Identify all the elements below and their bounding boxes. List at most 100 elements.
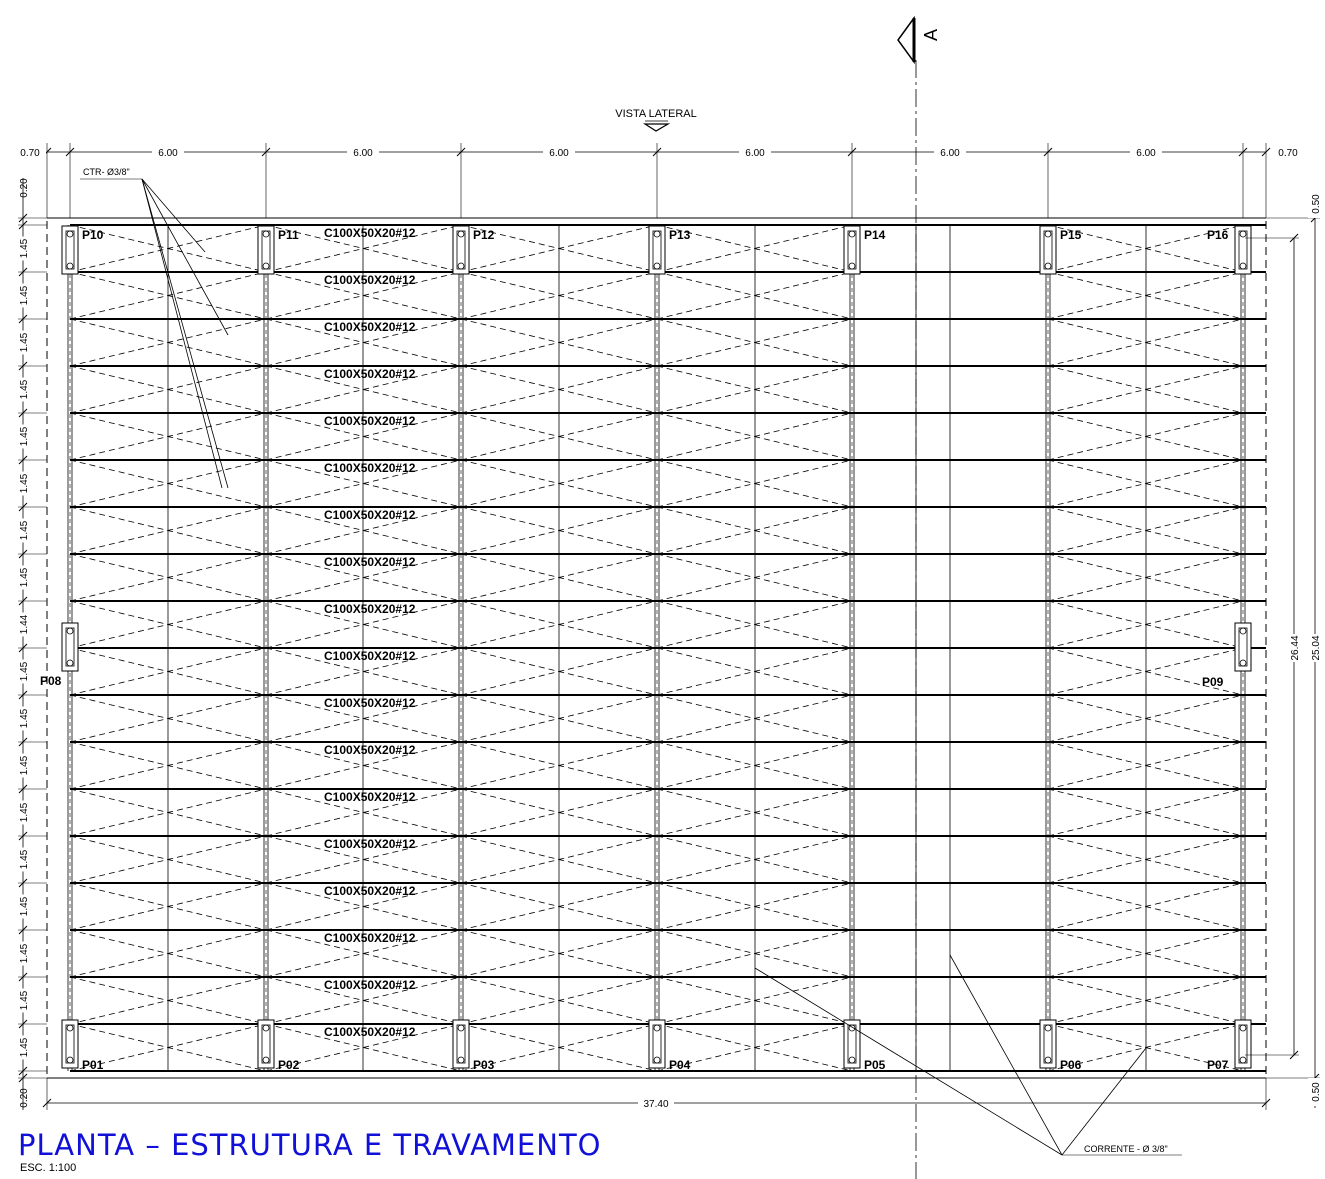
dimension-mask xyxy=(1308,1078,1320,1106)
plan-outline xyxy=(46,217,1267,1079)
brace-line xyxy=(1047,506,1244,555)
dimension-tick xyxy=(1289,1050,1299,1060)
brace-line xyxy=(656,271,853,320)
purlin-label: C100X50X20#12 xyxy=(324,273,416,287)
brace-line xyxy=(1047,647,1244,696)
pillar-bolt xyxy=(457,230,465,238)
leader-line xyxy=(141,178,223,489)
pillar-bolt xyxy=(457,1056,465,1064)
left-dimension-text: 1.45 xyxy=(19,708,30,728)
pillar-bolt xyxy=(1044,1056,1052,1064)
pillar-body xyxy=(452,225,470,275)
purlin-label: C100X50X20#12 xyxy=(324,367,416,381)
left-dimension-text: 1.45 xyxy=(19,990,30,1010)
brace-line xyxy=(656,459,853,508)
bottom-dimension-text: 37.40 xyxy=(643,1099,668,1110)
brace-line xyxy=(265,600,462,649)
right-dimension-text: 0.50 xyxy=(1311,1082,1322,1102)
dimension-mask xyxy=(17,471,29,496)
brace-line xyxy=(1047,1023,1244,1072)
dimension-tick xyxy=(18,549,28,559)
dimension-mask xyxy=(1308,634,1320,662)
purlin-label: C100X50X20#12 xyxy=(324,1025,416,1039)
dimension-mask xyxy=(1287,634,1299,662)
purlin-label: C100X50X20#12 xyxy=(324,837,416,851)
pillar-bolt xyxy=(1239,1056,1247,1064)
dimension-mask xyxy=(17,565,29,590)
pillar-bolt xyxy=(457,1024,465,1032)
purlin-label: C100X50X20#12 xyxy=(324,743,416,757)
pillar-label-top: P12 xyxy=(473,228,495,242)
brace-line xyxy=(1047,412,1244,461)
leader-line xyxy=(754,967,1063,1156)
brace-line xyxy=(265,976,462,1025)
left-dimension-text: 1.45 xyxy=(19,849,30,869)
brace-line xyxy=(265,835,462,884)
dimension-tick xyxy=(18,784,28,794)
brace-line xyxy=(1047,318,1244,367)
left-dimension-text: 1.45 xyxy=(19,285,30,305)
dimension-mask xyxy=(17,988,29,1013)
dimension-mask xyxy=(17,800,29,825)
view-label: VISTA LATERAL xyxy=(615,108,697,120)
labels: P10 P11 P12 P13 P14 P15 P16 P01 P02 P03 P04 P05 P06 P… xyxy=(40,108,1229,1072)
dimension-mask xyxy=(1272,145,1304,157)
pillar-body xyxy=(257,1019,275,1069)
brace-line xyxy=(265,506,462,555)
brace-line xyxy=(656,835,853,884)
purlin-label: C100X50X20#12 xyxy=(324,226,416,240)
pillar-label-top: P11 xyxy=(278,228,299,242)
dimension-mask xyxy=(739,145,771,157)
brace-line xyxy=(656,929,853,978)
pillars xyxy=(61,225,1252,1069)
dimension-mask xyxy=(638,1096,674,1108)
pillar-bolt xyxy=(262,1024,270,1032)
pillar-bolt xyxy=(1239,230,1247,238)
dimension-mask xyxy=(17,283,29,308)
brace-line xyxy=(656,318,853,367)
brace-line xyxy=(265,882,462,931)
brace-line xyxy=(1047,835,1244,884)
dimension-tick xyxy=(18,737,28,747)
dimension-tick xyxy=(1261,147,1271,157)
left-dimension-text: 1.45 xyxy=(19,473,30,493)
pillar-bolt xyxy=(66,1024,74,1032)
top-dimension-text: 6.00 xyxy=(940,148,960,159)
pillar-bolt xyxy=(848,262,856,270)
dimension-mask xyxy=(17,941,29,966)
pillar-bolt xyxy=(66,1056,74,1064)
left-dimension-text: 1.44 xyxy=(19,614,30,634)
brace-line xyxy=(1047,929,1244,978)
dimension-tick xyxy=(42,1098,52,1108)
bracing-annotation: CTR- Ø3/8" xyxy=(83,167,130,177)
dimension-mask xyxy=(17,1035,29,1060)
brace-line xyxy=(656,553,853,602)
dimension-mask xyxy=(17,847,29,872)
purlin-label: C100X50X20#12 xyxy=(324,790,416,804)
left-dimension-text: 1.45 xyxy=(19,426,30,446)
brace-line xyxy=(265,553,462,602)
left-dimension-text: 1.45 xyxy=(19,332,30,352)
top-dimension-text: 0.70 xyxy=(20,148,40,159)
dimension-tick xyxy=(847,147,857,157)
brace-line xyxy=(265,741,462,790)
pillar-bolt xyxy=(1239,659,1247,667)
brace-line xyxy=(1047,788,1244,837)
pillar-bolt xyxy=(1044,262,1052,270)
brace-line xyxy=(265,459,462,508)
leader-line xyxy=(141,178,206,253)
dimension-tick xyxy=(261,147,271,157)
purlin-label: C100X50X20#12 xyxy=(324,508,416,522)
left-dimension-text: 0.20 xyxy=(19,1088,30,1108)
pillar-bolt xyxy=(457,262,465,270)
dimension-tick xyxy=(18,455,28,465)
purlin-label: C100X50X20#12 xyxy=(324,884,416,898)
brace-line xyxy=(265,412,462,461)
dimension-mask xyxy=(1130,145,1162,157)
pillar-body xyxy=(1234,622,1252,672)
brace-line xyxy=(656,976,853,1025)
pillar-bolt xyxy=(1239,1024,1247,1032)
right-dimension-text: 0.50 xyxy=(1311,194,1322,214)
brace-line xyxy=(656,647,853,696)
